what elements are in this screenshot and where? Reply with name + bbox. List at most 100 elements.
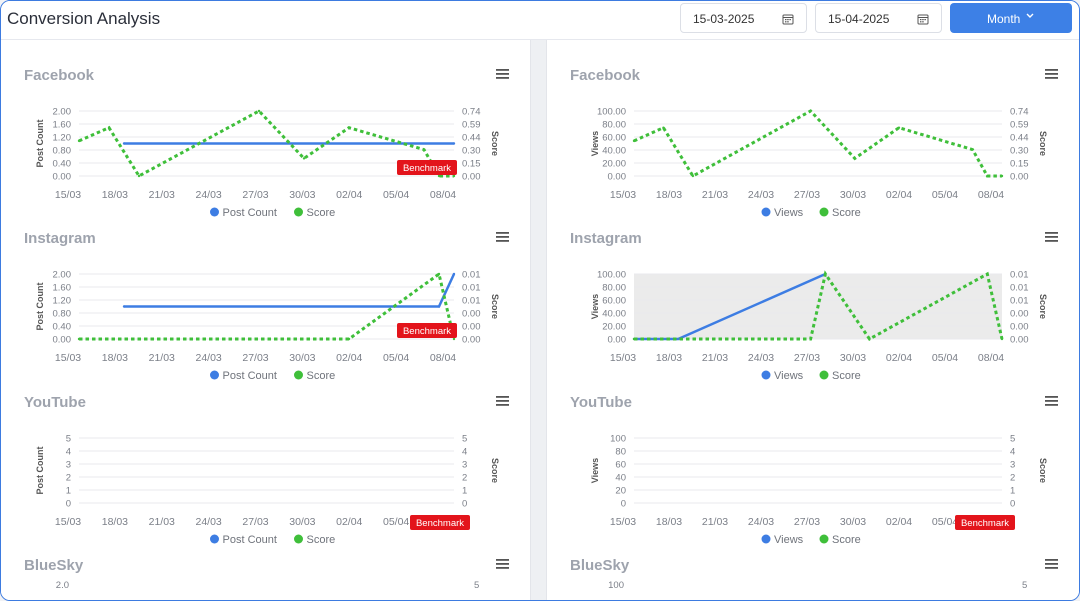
y-axis-title: Views: [590, 458, 600, 483]
y2-tick-label: 0.00: [1010, 172, 1029, 183]
data-point: [122, 142, 126, 145]
menu-bar: [1045, 396, 1058, 398]
y2-tick-label: 2: [1010, 473, 1015, 484]
x-tick-label: 21/03: [149, 352, 175, 364]
calendar-icon[interactable]: [782, 13, 794, 25]
menu-icon[interactable]: [496, 232, 509, 242]
chart-title: BlueSky: [24, 557, 84, 574]
y-tick-label: 2.00: [53, 270, 72, 281]
y-axis-title: Views: [590, 131, 600, 156]
right-charts: Facebook100.0080.0060.0040.0020.000.000.…: [570, 67, 1058, 591]
score-line: [633, 109, 1002, 179]
y-axis-title: Post Count: [35, 283, 45, 331]
legend-label[interactable]: Score: [307, 534, 336, 546]
legend-label[interactable]: Views: [774, 534, 804, 546]
x-tick-label: 02/04: [886, 352, 912, 364]
x-tick-label: 21/03: [702, 189, 728, 201]
end-date-input[interactable]: 15-04-2025: [815, 3, 942, 33]
x-tick-label: 05/04: [383, 189, 409, 201]
y-tick-label: 40: [615, 473, 626, 484]
data-point: [122, 305, 126, 308]
y-tick-label: 1.20: [53, 133, 72, 144]
legend-marker-score[interactable]: [294, 207, 303, 217]
start-date-input[interactable]: 15-03-2025: [680, 3, 807, 33]
legend-marker-post-count[interactable]: [210, 207, 219, 217]
legend-label[interactable]: Post Count: [223, 207, 277, 219]
menu-bar: [496, 396, 509, 398]
menu-bar: [1045, 563, 1058, 565]
legend-label[interactable]: Views: [774, 207, 804, 219]
y2-tick-label: 4: [1010, 447, 1015, 458]
chart-title: Instagram: [570, 230, 642, 247]
benchmark-badge: [397, 323, 457, 338]
menu-icon[interactable]: [1045, 559, 1058, 569]
period-dropdown-button[interactable]: Month: [950, 3, 1072, 33]
menu-icon[interactable]: [1045, 69, 1058, 79]
y-tick-label: 2.00: [53, 107, 72, 118]
y-tick-label: 1.20: [53, 296, 72, 307]
legend-label[interactable]: Views: [774, 370, 804, 382]
legend-label[interactable]: Score: [832, 534, 861, 546]
legend-marker-views[interactable]: [761, 207, 771, 217]
y-tick-label: 0.00: [608, 335, 627, 346]
chart-title: YouTube: [570, 394, 632, 411]
data-point: [632, 337, 636, 341]
menu-icon[interactable]: [496, 69, 509, 79]
legend-label[interactable]: Score: [307, 370, 336, 382]
y2-axis-title: Score: [1038, 458, 1048, 483]
benchmark-label: Benchmark: [961, 518, 1009, 529]
menu-icon[interactable]: [496, 559, 509, 569]
calendar-icon[interactable]: [917, 13, 929, 25]
menu-bar: [1045, 236, 1058, 238]
legend-marker-score[interactable]: [294, 370, 303, 380]
x-tick-label: 02/04: [336, 189, 362, 201]
y-tick-label: 80.00: [602, 283, 626, 294]
legend-label[interactable]: Post Count: [223, 534, 277, 546]
data-point: [107, 126, 111, 129]
x-tick-label: 05/04: [932, 352, 958, 364]
y2-tick-label: 0.01: [462, 296, 481, 307]
legend-marker-score[interactable]: [819, 207, 829, 217]
menu-bar: [496, 77, 509, 79]
y-tick-label: 0.00: [608, 172, 627, 183]
data-point: [809, 337, 812, 341]
header-bar: Conversion Analysis 15-03-2025 15-04-202…: [1, 1, 1079, 40]
legend-label[interactable]: Score: [832, 207, 861, 219]
menu-icon[interactable]: [1045, 396, 1058, 406]
column-divider[interactable]: [530, 40, 547, 600]
data-point: [422, 148, 426, 151]
y2-tick-label: 0.01: [462, 283, 481, 294]
y-tick-label: 4: [66, 447, 71, 458]
y-tick-label: 5: [66, 434, 71, 445]
y-axis-title: Views: [590, 294, 600, 319]
legend-marker-views[interactable]: [761, 370, 771, 380]
chart-panel-youtube: YouTube 5 4 3 2 1 0 5 4 3 2 1 0 15/03 18/03 21/03 24/03 2…: [24, 394, 509, 546]
legend-label[interactable]: Score: [832, 370, 861, 382]
data-point: [897, 126, 901, 129]
legend-marker-views[interactable]: [761, 534, 771, 544]
data-point: [347, 337, 351, 341]
chart-panel-bluesky: BlueSky 100 5: [570, 557, 1058, 591]
legend-marker-post-count[interactable]: [210, 370, 219, 380]
data-point: [452, 272, 456, 276]
legend-marker-score[interactable]: [294, 534, 303, 544]
legend-marker-score[interactable]: [819, 370, 829, 380]
data-point: [971, 148, 974, 151]
menu-icon[interactable]: [1045, 232, 1058, 242]
y2-tick-label: 3: [462, 460, 467, 471]
period-dropdown-label: Month: [987, 12, 1021, 26]
legend-label[interactable]: Score: [307, 207, 336, 219]
score-line: [634, 270, 1004, 341]
legend-label[interactable]: Post Count: [223, 370, 277, 382]
x-tick-label: 24/03: [195, 516, 221, 528]
legend-marker-score[interactable]: [819, 534, 829, 544]
x-tick-label: 02/04: [336, 516, 362, 528]
data-point: [302, 157, 306, 160]
y2-tick-label: 5: [474, 580, 479, 591]
menu-icon[interactable]: [496, 396, 509, 406]
data-point: [632, 139, 636, 143]
data-point: [437, 305, 441, 308]
x-tick-label: 21/03: [702, 352, 728, 364]
legend-marker-post-count[interactable]: [210, 534, 219, 544]
